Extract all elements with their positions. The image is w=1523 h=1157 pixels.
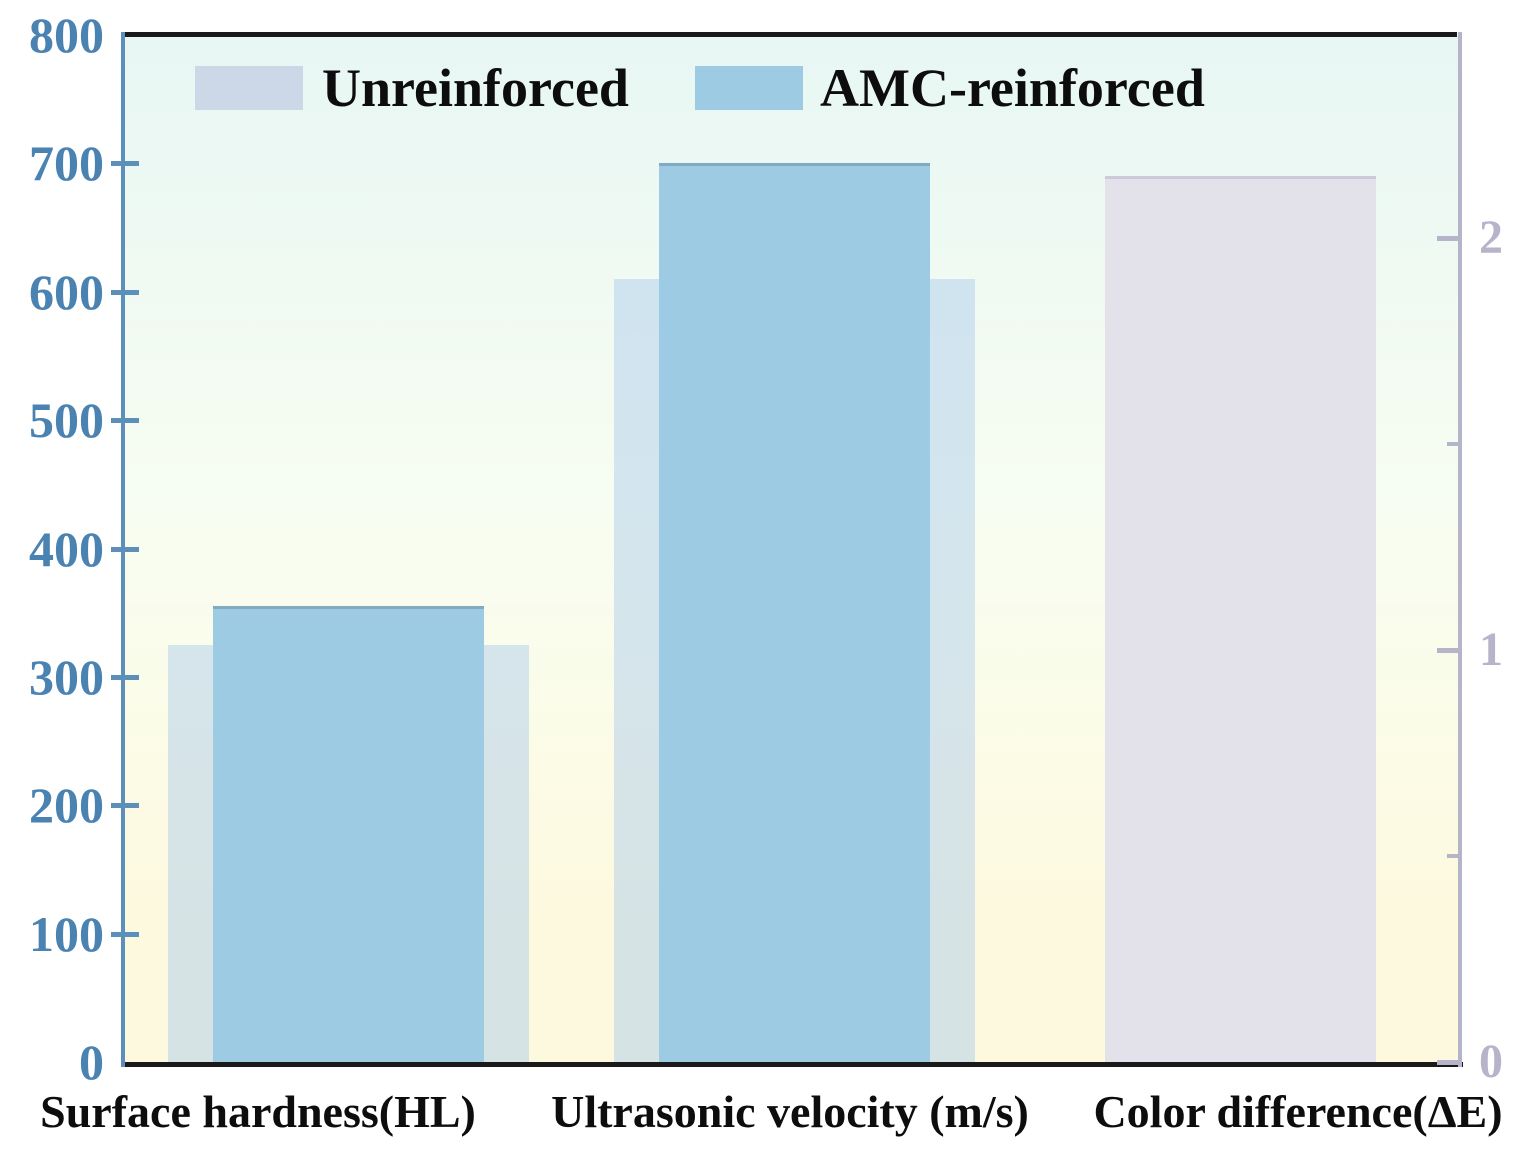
- left-axis-label-700: 700: [29, 135, 104, 191]
- legend-swatch-amc-reinforced: [695, 66, 803, 110]
- right-axis-label-2: 2: [1479, 211, 1503, 264]
- left-axis-label-0: 0: [79, 1034, 104, 1090]
- x-label-ultrasonic-velocity: Ultrasonic velocity (m/s): [551, 1086, 1029, 1137]
- left-axis-label-400: 400: [29, 521, 104, 577]
- right-axis-label-1: 1: [1479, 623, 1503, 676]
- right-axis-tick-1: [1437, 648, 1461, 653]
- bar-color-difference-cat2: [1104, 176, 1376, 1065]
- left-axis-tick-200: [111, 803, 139, 808]
- left-axis-tick-100: [111, 932, 139, 937]
- left-axis-label-800: 800: [29, 7, 104, 63]
- left-axis-label-200: 200: [29, 777, 104, 833]
- left-axis-label-600: 600: [29, 264, 104, 320]
- top-spine: [121, 32, 1457, 37]
- bar-amc-reinforced-cat0: [212, 606, 484, 1065]
- left-axis-tick-600: [111, 290, 139, 295]
- bar-amc-reinforced-cat1: [658, 163, 930, 1065]
- legend-swatch-unreinforced: [195, 66, 303, 110]
- left-axis-label-300: 300: [29, 649, 104, 705]
- left-axis-tick-400: [111, 547, 139, 552]
- x-axis-line: [121, 1062, 1463, 1067]
- legend-label-amc-reinforced: AMC-reinforced: [820, 58, 1205, 118]
- left-axis-tick-300: [111, 675, 139, 680]
- right-axis-minor-tick-1.5: [1447, 442, 1461, 446]
- right-axis-tick-2: [1437, 236, 1461, 241]
- right-axis-minor-tick-0.5: [1447, 854, 1461, 858]
- left-axis-tick-700: [111, 161, 139, 166]
- left-axis-tick-500: [111, 418, 139, 423]
- x-label-surface-hardness: Surface hardness(HL): [40, 1086, 476, 1137]
- legend-label-unreinforced: Unreinforced: [322, 58, 629, 118]
- right-axis-label-0: 0: [1479, 1035, 1503, 1088]
- left-axis-label-500: 500: [29, 392, 104, 448]
- right-y-axis-line: [1458, 32, 1462, 1067]
- x-label-color-difference: Color difference(ΔE): [1093, 1086, 1503, 1137]
- left-axis-label-100: 100: [29, 906, 104, 962]
- right-axis-tick-0: [1437, 1060, 1461, 1065]
